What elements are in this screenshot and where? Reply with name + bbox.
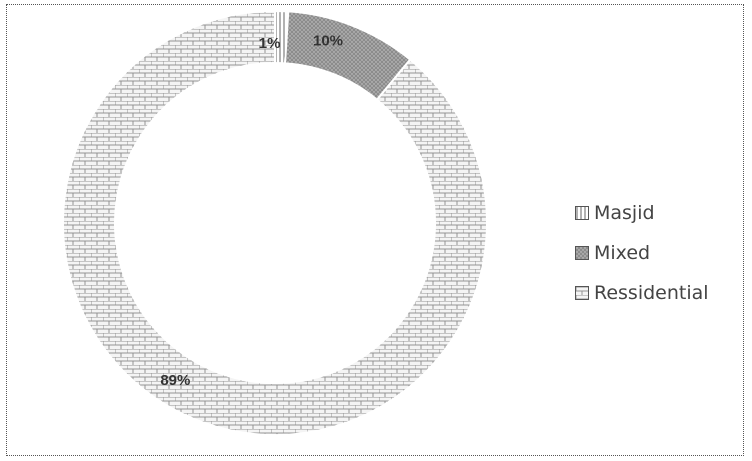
legend-swatch-mixed: [575, 246, 589, 260]
legend: Masjid Mixed Ressidential: [575, 193, 709, 313]
data-label-ressidential: 89%: [160, 372, 190, 389]
donut-chart: 1% 10% 89%: [62, 9, 488, 436]
legend-label: Mixed: [594, 242, 651, 264]
data-label-masjid: 1%: [259, 35, 281, 52]
legend-swatch-masjid: [575, 206, 589, 220]
slice-ressidential: [62, 9, 488, 436]
donut-slices: [62, 9, 488, 436]
legend-label: Masjid: [594, 202, 655, 224]
legend-item-mixed: Mixed: [575, 233, 709, 273]
chart-frame: 1% 10% 89% Masjid Mixed Ressidential: [6, 4, 744, 456]
legend-swatch-ressidential: [575, 286, 589, 300]
legend-label: Ressidential: [594, 282, 709, 304]
data-label-mixed: 10%: [313, 33, 343, 50]
legend-item-masjid: Masjid: [575, 193, 709, 233]
data-labels: 1% 10% 89%: [160, 33, 343, 390]
legend-item-ressidential: Ressidential: [575, 273, 709, 313]
